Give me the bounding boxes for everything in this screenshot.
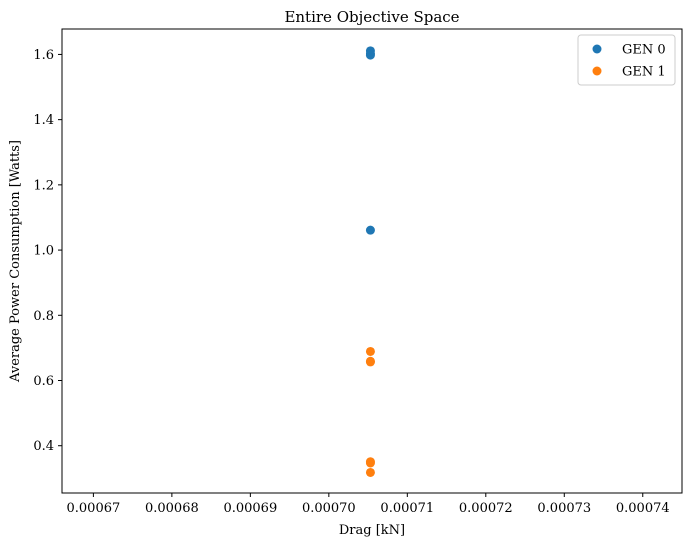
x-tick-label: 0.00070 xyxy=(302,501,356,516)
y-tick-label: 0.8 xyxy=(33,309,54,324)
y-axis-label: Average Power Consumption [Watts] xyxy=(8,140,23,383)
chart-title: Entire Objective Space xyxy=(284,8,459,26)
x-tick-label: 0.00073 xyxy=(537,501,591,516)
data-point-gen-0 xyxy=(365,50,375,60)
data-point-gen-1 xyxy=(365,346,375,356)
y-tick-label: 1.6 xyxy=(33,48,54,63)
legend: GEN 0 GEN 1 xyxy=(577,34,676,86)
plot-frame xyxy=(61,28,683,494)
x-tick-label: 0.00068 xyxy=(145,501,199,516)
y-axis: 0.4 0.6 0.8 1.0 1.2 1.4 1.6 xyxy=(33,48,62,454)
legend-label: GEN 0 xyxy=(622,43,666,58)
x-tick-label: 0.00069 xyxy=(223,501,277,516)
data-point-gen-1 xyxy=(365,467,375,477)
x-tick-label: 0.00071 xyxy=(380,501,434,516)
y-tick-label: 1.0 xyxy=(33,244,54,259)
x-tick-label: 0.00067 xyxy=(67,501,121,516)
y-tick-label: 1.4 xyxy=(33,113,54,128)
x-tick-label: 0.00072 xyxy=(459,501,513,516)
data-point-gen-1 xyxy=(365,357,375,367)
plot-area xyxy=(61,28,683,494)
legend-marker xyxy=(592,44,602,54)
points-layer xyxy=(365,46,375,477)
y-tick-label: 1.2 xyxy=(33,178,54,193)
y-tick-label: 0.6 xyxy=(33,374,54,389)
legend-box xyxy=(577,34,676,86)
x-axis: 0.00067 0.00068 0.00069 0.00070 0.00071 0.000… xyxy=(67,493,670,516)
legend-label: GEN 1 xyxy=(622,65,666,80)
data-point-gen-1 xyxy=(365,458,375,468)
y-tick-label: 0.4 xyxy=(33,439,54,454)
data-point-gen-0 xyxy=(365,225,375,235)
x-tick-label: 0.00074 xyxy=(616,501,670,516)
x-axis-label: Drag [kN] xyxy=(339,523,405,538)
legend-marker xyxy=(592,66,602,76)
